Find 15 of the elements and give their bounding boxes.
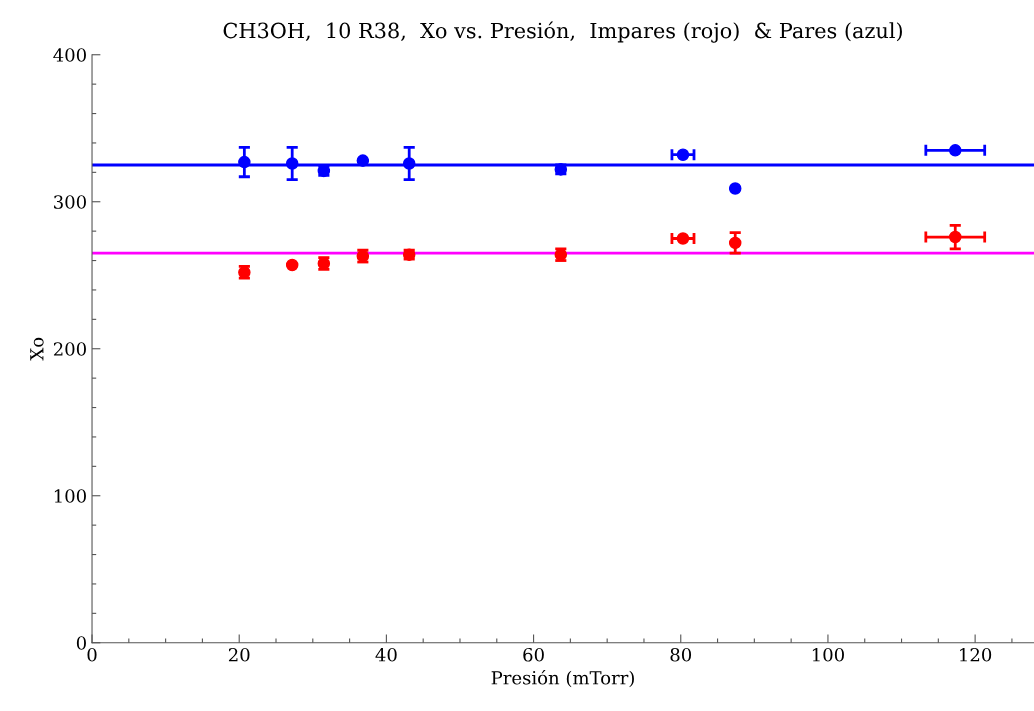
x-tick-label: 80 (670, 647, 692, 662)
y-tick-label: 100 (54, 489, 86, 503)
y-axis-title: Xo (30, 337, 44, 361)
x-tick-label: 60 (523, 647, 544, 662)
x-tick-label: 40 (375, 647, 397, 662)
y-tick-label: 200 (53, 342, 86, 356)
chart-title: CH3OH, 10 R38, Xo vs. Presión, Impares (rojo) & Pares (azul) (223, 21, 902, 43)
x-tick-label: 120 (960, 647, 992, 662)
x-tick-label: 100 (812, 647, 844, 662)
x-tick-label: 20 (228, 647, 250, 662)
x-axis-title: Presión (mTorr) (491, 669, 634, 688)
y-tick-label: 400 (53, 48, 86, 62)
y-tick-label: 300 (54, 195, 86, 209)
x-tick-label: 0 (87, 647, 97, 662)
y-tick-label: 0 (76, 636, 86, 650)
